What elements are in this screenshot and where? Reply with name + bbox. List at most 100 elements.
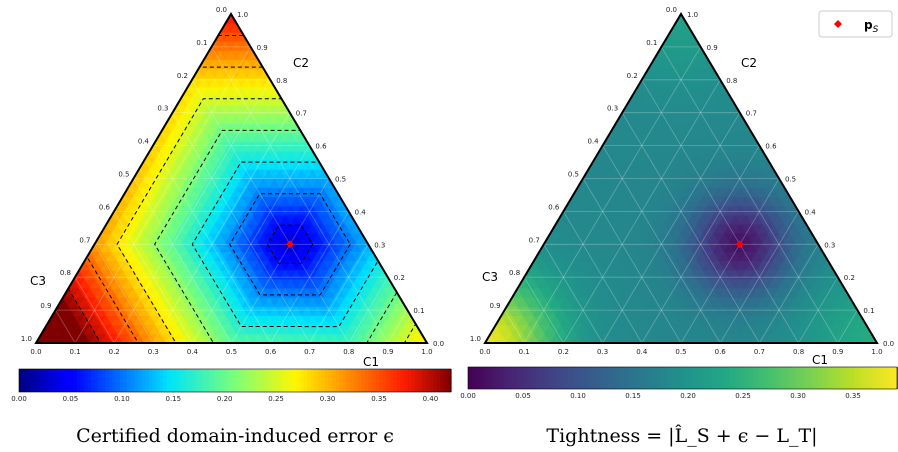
right-colorbar-segment: [600, 367, 605, 389]
left-colorbar-frame: [18, 368, 452, 393]
right-colorbar-segment: [478, 367, 483, 389]
right-colorbar-tick: 0.10: [570, 392, 586, 400]
left-tick-c2: 0.8: [276, 77, 287, 85]
left-colorbar-tick: 0.40: [423, 395, 439, 403]
left-colorbar-segment: [33, 369, 38, 392]
right-colorbar-segment: [857, 367, 862, 389]
left-colorbar-segment: [145, 369, 150, 392]
left-colorbar-segment: [101, 369, 106, 392]
right-grid-line: [641, 145, 760, 343]
right-grid-line: [523, 276, 564, 343]
left-tick-c1: 0.3: [148, 348, 159, 356]
right-tick-c3: 0.8: [509, 269, 520, 277]
right-colorbar-segment: [782, 367, 787, 389]
right-colorbar-segment: [889, 367, 895, 389]
right-colorbar-segment: [832, 367, 837, 389]
left-colorbar-segment: [51, 369, 56, 392]
right-tick-c2: 0.8: [726, 77, 737, 85]
right-colorbar-segment: [768, 367, 773, 389]
left-tick-c3: 0.3: [157, 105, 168, 113]
right-grid-line: [641, 79, 799, 343]
left-colorbar-segment: [195, 369, 200, 392]
left-tick-c1: 0.6: [265, 348, 277, 356]
right-colorbar-segment: [700, 367, 705, 389]
right-colorbar-segment: [850, 367, 855, 389]
right-colorbar-segment: [643, 367, 648, 389]
right-colorbar-segment: [632, 367, 637, 389]
right-colorbar-segment: [639, 367, 644, 389]
right-colorbar-segment: [550, 367, 555, 389]
left-heat-cells: [36, 14, 427, 343]
left-colorbar-segment: [328, 369, 333, 392]
right-colorbar-segment: [871, 367, 877, 389]
left-colorbar-segment: [267, 369, 272, 392]
left-colorbar-segment: [173, 369, 178, 392]
left-colorbar-segment: [296, 369, 301, 392]
right-tick-c3: 0.2: [627, 72, 638, 80]
right-colorbar-segment: [582, 367, 587, 389]
right-colorbar-segment: [482, 367, 487, 389]
right-grid-line: [543, 244, 603, 343]
right-tick-c3: 0.9: [489, 302, 500, 310]
left-colorbar-segment: [220, 369, 225, 392]
left-colorbar-segment: [191, 369, 196, 392]
left-colorbar-segment: [371, 369, 376, 392]
right-colorbar-segment: [621, 367, 626, 389]
right-colorbar-segment: [503, 367, 508, 389]
left-colorbar-segment: [278, 369, 283, 392]
right-tick-c2: 0.0: [883, 340, 894, 348]
right-colorbar-segment: [521, 367, 526, 389]
left-point-ps: [286, 240, 294, 249]
left-colorbar-segment: [119, 369, 124, 392]
left-colorbar-segment: [137, 369, 142, 392]
right-colorbar-segment: [736, 367, 741, 389]
left-grid-line: [348, 276, 389, 343]
right-tick-c2: 0.1: [863, 307, 874, 315]
left-grid-line: [113, 211, 193, 343]
right-colorbar-segment: [578, 367, 583, 389]
left-tick-c3: 0.9: [40, 302, 51, 310]
right-colorbar-segment: [471, 367, 476, 389]
left-colorbar-segment: [148, 369, 153, 392]
left-colorbar-segment: [184, 369, 189, 392]
right-colorbar-segment: [686, 367, 691, 389]
left-grid-line: [231, 178, 330, 343]
right-tick-c2: 0.3: [824, 241, 835, 249]
right-colorbar-segment: [829, 367, 834, 389]
right-colorbar-segment: [761, 367, 766, 389]
left-tick-c1: 1.0: [421, 348, 432, 356]
left-colorbar-segment: [422, 369, 427, 392]
left-colorbar-segment: [112, 369, 117, 392]
right-grid-line: [719, 211, 799, 343]
right-grid-line: [759, 244, 819, 343]
left-contour-line: [266, 224, 314, 264]
left-colorbar-segment: [206, 369, 211, 392]
right-colorbar-segment: [493, 367, 498, 389]
right-tick-labels: 0.0 0.0 0.0 0.1 0.1 0.1 0.2 0.2 0.2 0.3 0.3 0.3 0.4 0…: [470, 6, 894, 356]
right-tick-c1: 0.1: [519, 348, 530, 356]
right-colorbar-segment: [721, 367, 726, 389]
left-tick-c1: 0.2: [109, 348, 120, 356]
left-colorbar-segment: [87, 369, 92, 392]
left-colorbar-segment: [134, 369, 139, 392]
left-corner-top-label: C2: [293, 56, 309, 70]
left-grid-line: [113, 79, 271, 343]
right-colorbar-segment: [718, 367, 723, 389]
right-colorbar-segment: [653, 367, 659, 389]
right-colorbar-segment: [793, 367, 798, 389]
left-tick-c3: 0.8: [60, 269, 71, 277]
right-colorbar-segment: [678, 367, 684, 389]
right-colorbar-segment: [518, 367, 523, 389]
left-colorbar-segment: [19, 369, 24, 392]
right-colorbar-segment: [575, 367, 580, 389]
left-triangle-outline: [34, 12, 429, 344]
legend-label: pS: [864, 18, 879, 35]
left-colorbar-segment: [231, 369, 236, 392]
right-colorbar-segment: [746, 367, 752, 389]
left-tick-c2: 0.6: [315, 143, 327, 151]
left-contour-line: [116, 98, 427, 343]
right-grid-line: [582, 178, 682, 343]
right-tick-c2: 0.9: [707, 44, 718, 52]
legend-marker: [834, 20, 842, 28]
right-colorbar-segment: [689, 367, 694, 389]
